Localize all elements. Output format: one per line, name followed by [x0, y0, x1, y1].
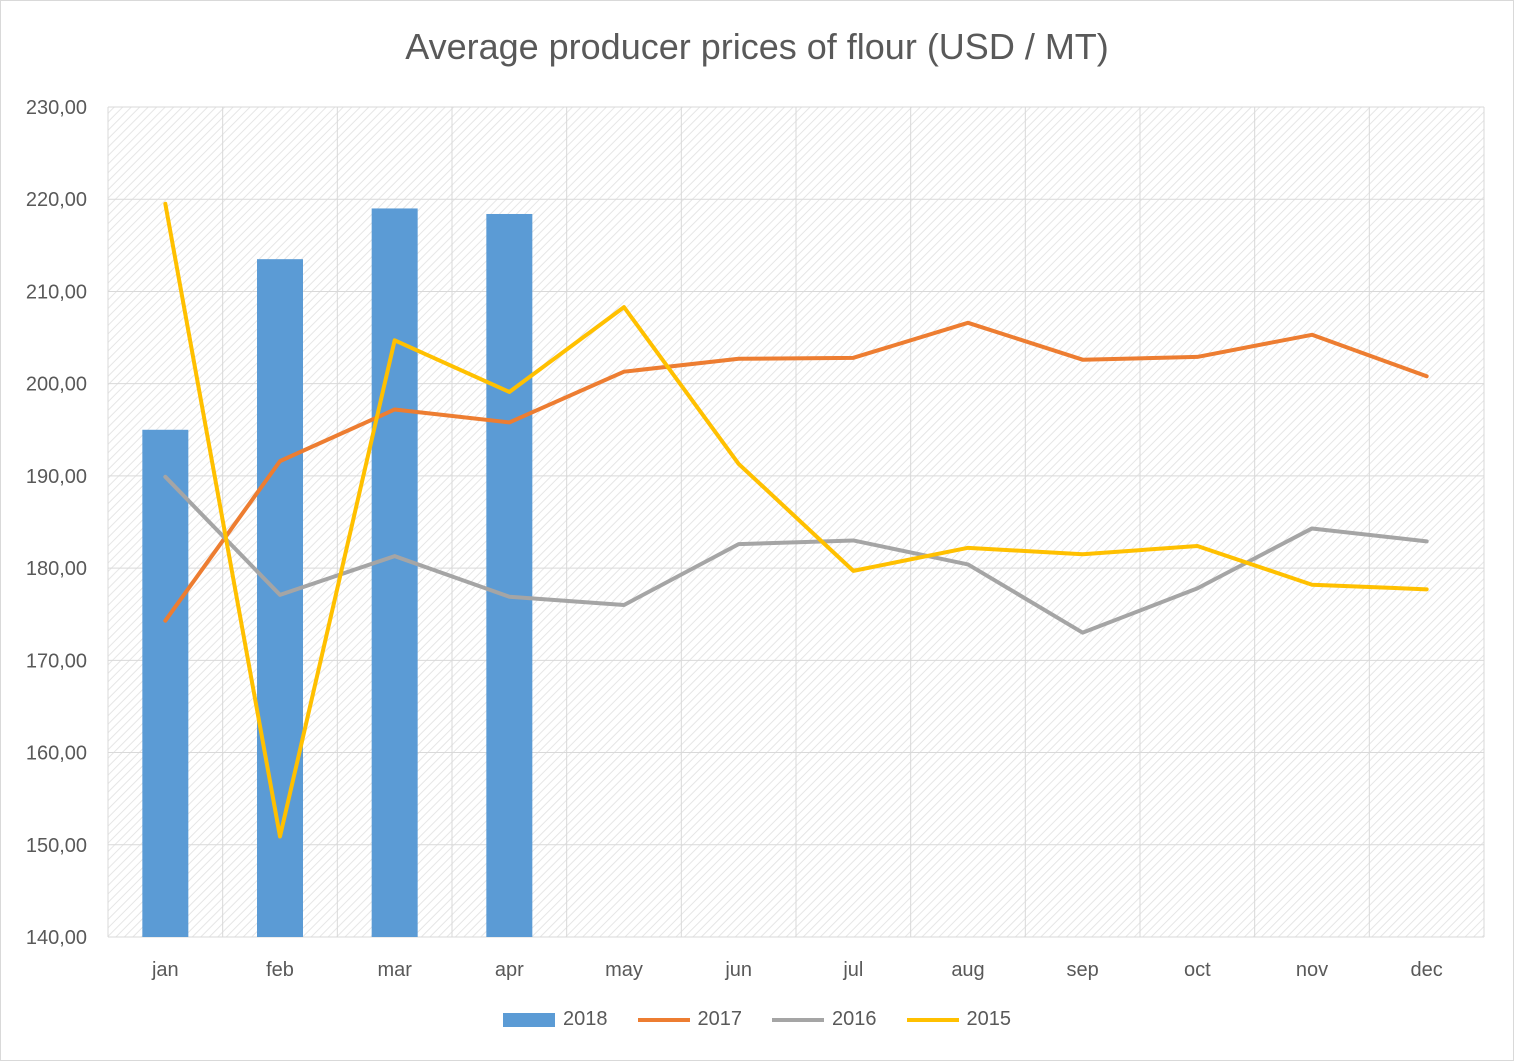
- x-tick-label: mar: [377, 959, 412, 981]
- bar-2018-feb: [257, 259, 303, 938]
- x-tick-label: sep: [1067, 959, 1099, 981]
- legend-label: 2015: [966, 1008, 1012, 1030]
- legend-label: 2016: [832, 1008, 877, 1030]
- y-tick-label: 190,00: [26, 466, 87, 488]
- y-tick-label: 220,00: [26, 189, 87, 211]
- legend-label: 2017: [697, 1008, 743, 1030]
- x-tick-label: dec: [1411, 959, 1443, 981]
- legend-swatch: [906, 1017, 959, 1022]
- x-tick-label: may: [605, 959, 643, 981]
- x-tick-label: oct: [1184, 959, 1211, 981]
- y-tick-label: 200,00: [26, 374, 87, 396]
- legend-label: 2018: [563, 1008, 608, 1030]
- x-axis: jan feb mar apr may jun jul aug sep oct nov dec: [151, 959, 1443, 981]
- x-tick-label: nov: [1296, 959, 1328, 981]
- legend-item-2016: 2016: [772, 1008, 877, 1031]
- y-tick-label: 140,00: [26, 927, 87, 949]
- line-series: [163, 201, 1429, 839]
- x-tick-label: apr: [495, 959, 524, 981]
- grid-lines: [107, 106, 1485, 938]
- y-tick-label: 170,00: [26, 650, 87, 672]
- x-tick-label: jan: [151, 959, 179, 981]
- x-tick-label: aug: [951, 959, 984, 981]
- bar-series: [142, 208, 533, 938]
- legend-swatch: [772, 1017, 824, 1022]
- bar-2018-mar: [371, 208, 418, 937]
- bar-2018-apr: [486, 213, 533, 937]
- legend-swatch: [503, 1012, 555, 1027]
- legend: 2018 2017 2016 2015: [0, 1008, 1514, 1031]
- legend-item-2015: 2015: [906, 1008, 1012, 1031]
- line-2015: [163, 201, 1429, 839]
- y-tick-label: 230,00: [26, 97, 87, 119]
- y-axis: 140,00 150,00 160,00 170,00 180,00 190,00 200,…: [26, 97, 87, 949]
- y-tick-label: 180,00: [26, 558, 87, 580]
- legend-swatch: [637, 1017, 690, 1022]
- y-tick-label: 210,00: [26, 281, 87, 303]
- x-tick-label: jun: [724, 959, 752, 981]
- y-tick-label: 150,00: [26, 835, 87, 857]
- line-2016: [163, 474, 1429, 635]
- y-tick-label: 160,00: [26, 743, 87, 765]
- chart-title: Average producer prices of flour (USD / …: [405, 26, 1109, 67]
- x-tick-label: feb: [266, 959, 294, 981]
- legend-item-2017: 2017: [637, 1008, 743, 1031]
- x-tick-label: jul: [842, 959, 863, 981]
- bar-2018-jan: [142, 429, 189, 937]
- legend-item-2018: 2018: [503, 1008, 608, 1031]
